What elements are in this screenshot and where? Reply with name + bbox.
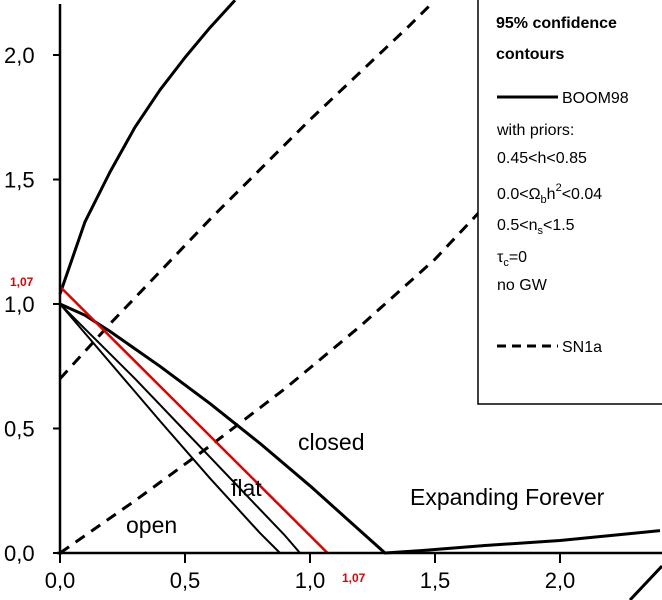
x-tick-label: 1,5: [420, 568, 451, 593]
legend-dashed-label: SN1a: [562, 339, 602, 356]
sn1a-dashed-contour: [59, 4, 632, 555]
y-tick-label: 1,0: [4, 292, 35, 317]
region-label-flat: flat: [231, 475, 262, 501]
y-tick-label: 0,5: [4, 417, 35, 442]
boom98-solid-contour: [59, 303, 281, 554]
legend-title-line1: 95% confidence: [496, 15, 617, 32]
region-label-open: open: [126, 512, 177, 538]
y-tick-label: 1,5: [4, 168, 35, 193]
legend: 95% confidence contours BOOM98 with prio…: [477, 0, 662, 405]
flat-universe-line: [59, 285, 329, 554]
legend-solid-label: BOOM98: [562, 90, 629, 107]
boom98-solid-contour: [59, 303, 301, 554]
legend-prior-gw: no GW: [497, 277, 548, 294]
x-tick-label: 2,0: [545, 568, 576, 593]
boom98-solid-contour: [58, 0, 237, 295]
legend-prior-omega: 0.0<Ωbh2<0.04: [497, 182, 602, 206]
y-tick-label: 2,0: [4, 43, 35, 68]
x-tick-label: 1,0: [295, 568, 326, 593]
y-intercept-label: 1,07: [10, 275, 34, 289]
region-label-expanding: Expanding Forever: [410, 484, 605, 510]
legend-title-line2: contours: [496, 46, 565, 63]
tick-layer: 0,0 0,5 1,0 1,5 2,0 0,0 0,5 1,0 1,5 2,0: [4, 43, 575, 593]
axis-break-mark: [628, 564, 662, 600]
legend-box: [477, 0, 662, 405]
region-label-closed: closed: [298, 429, 364, 455]
legend-prior-h: 0.45<h<0.85: [497, 150, 587, 167]
y-tick-label: 0,0: [4, 541, 35, 566]
x-tick-label: 0,5: [170, 568, 201, 593]
legend-priors-title: with priors:: [496, 122, 574, 139]
legend-prior-ns: 0.5<ns<1.5: [497, 217, 575, 237]
x-tick-label: 0,0: [45, 568, 76, 593]
legend-prior-tau: τc=0: [497, 249, 527, 269]
curve-layer: [58, 0, 661, 555]
x-intercept-label: 1,07: [342, 571, 366, 585]
sn1a-dashed-contour: [58, 4, 432, 380]
boom98-solid-contour: [59, 302, 661, 555]
